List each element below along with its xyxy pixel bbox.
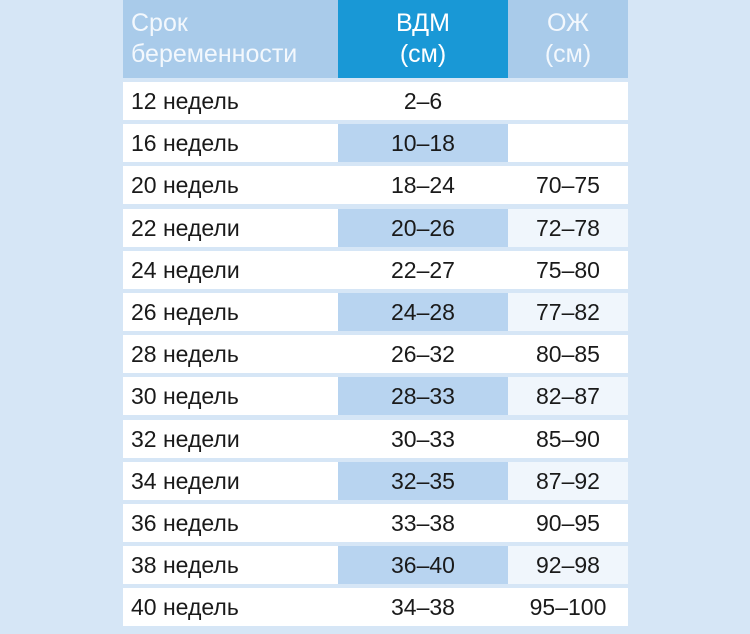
cell-ozh: 82–87: [508, 377, 628, 415]
cell-vdm: 18–24: [391, 171, 455, 198]
header-ozh: ОЖ (см): [508, 0, 628, 78]
cell-vdm: 33–38: [391, 509, 455, 536]
cell-term: 12 недель: [131, 87, 239, 114]
cell-ozh: 75–80: [536, 256, 600, 283]
table-row: 32 недели 30–33 85–90: [123, 420, 628, 458]
table-row: 12 недель 2–6: [123, 82, 628, 120]
cell-vdm: 32–35: [338, 462, 508, 500]
cell-ozh: 95–100: [529, 593, 607, 620]
table-row: 30 недель 28–33 82–87: [123, 377, 628, 415]
cell-term: 20 недель: [131, 171, 239, 198]
cell-ozh: 85–90: [536, 425, 600, 452]
table-row: 38 недель 36–40 92–98: [123, 546, 628, 584]
cell-term: 16 недель: [131, 129, 239, 156]
table-row: 22 недели 20–26 72–78: [123, 209, 628, 247]
table-row: 34 недели 32–35 87–92: [123, 462, 628, 500]
cell-ozh: 72–78: [508, 209, 628, 247]
cell-term: 22 недели: [131, 214, 240, 241]
cell-ozh: [508, 82, 628, 120]
table-row: 28 недель 26–32 80–85: [123, 335, 628, 373]
cell-term: 40 недель: [131, 593, 239, 620]
cell-ozh: 80–85: [536, 340, 600, 367]
cell-term: 38 недель: [131, 551, 239, 578]
cell-term: 30 недель: [131, 382, 239, 409]
gestation-table: Срок беременности ВДМ (см) ОЖ (см) 12 не…: [123, 0, 628, 634]
cell-term: 32 недели: [131, 425, 240, 452]
header-vdm: ВДМ (см): [338, 0, 508, 78]
cell-vdm: 2–6: [403, 87, 443, 114]
cell-ozh: 92–98: [508, 546, 628, 584]
cell-vdm: 34–38: [391, 593, 455, 620]
cell-ozh: [508, 124, 628, 162]
cell-term: 36 недель: [131, 509, 239, 536]
table-row: 20 недель 18–24 70–75: [123, 166, 628, 204]
cell-vdm: 22–27: [391, 256, 455, 283]
cell-vdm: 26–32: [391, 340, 455, 367]
cell-vdm: 10–18: [338, 124, 508, 162]
cell-ozh: 90–95: [536, 509, 600, 536]
header-vdm-line1: ВДМ: [396, 9, 450, 37]
cell-ozh: 87–92: [508, 462, 628, 500]
table-row: 16 недель 10–18: [123, 124, 628, 162]
header-ozh-line1: ОЖ: [547, 9, 589, 37]
cell-term: 24 недели: [131, 256, 240, 283]
cell-term: 34 недели: [131, 467, 240, 494]
cell-ozh: 70–75: [536, 171, 600, 198]
cell-vdm: 24–28: [338, 293, 508, 331]
table-row: 26 недель 24–28 77–82: [123, 293, 628, 331]
cell-term: 26 недель: [131, 298, 239, 325]
cell-vdm: 28–33: [338, 377, 508, 415]
cell-vdm: 20–26: [338, 209, 508, 247]
table-row: 36 недель 33–38 90–95: [123, 504, 628, 542]
header-term-line1: Срок: [131, 9, 188, 37]
cell-ozh: 77–82: [508, 293, 628, 331]
header-term-line2: беременности: [131, 40, 298, 68]
cell-vdm: 30–33: [391, 425, 455, 452]
table-row: 24 недели 22–27 75–80: [123, 251, 628, 289]
header-vdm-line2: (см): [399, 40, 447, 68]
header-term: Срок беременности: [123, 0, 338, 78]
header-ozh-line2: (см): [544, 40, 592, 68]
cell-term: 28 недель: [131, 340, 239, 367]
table-row: 40 недель 34–38 95–100: [123, 588, 628, 626]
cell-vdm: 36–40: [338, 546, 508, 584]
